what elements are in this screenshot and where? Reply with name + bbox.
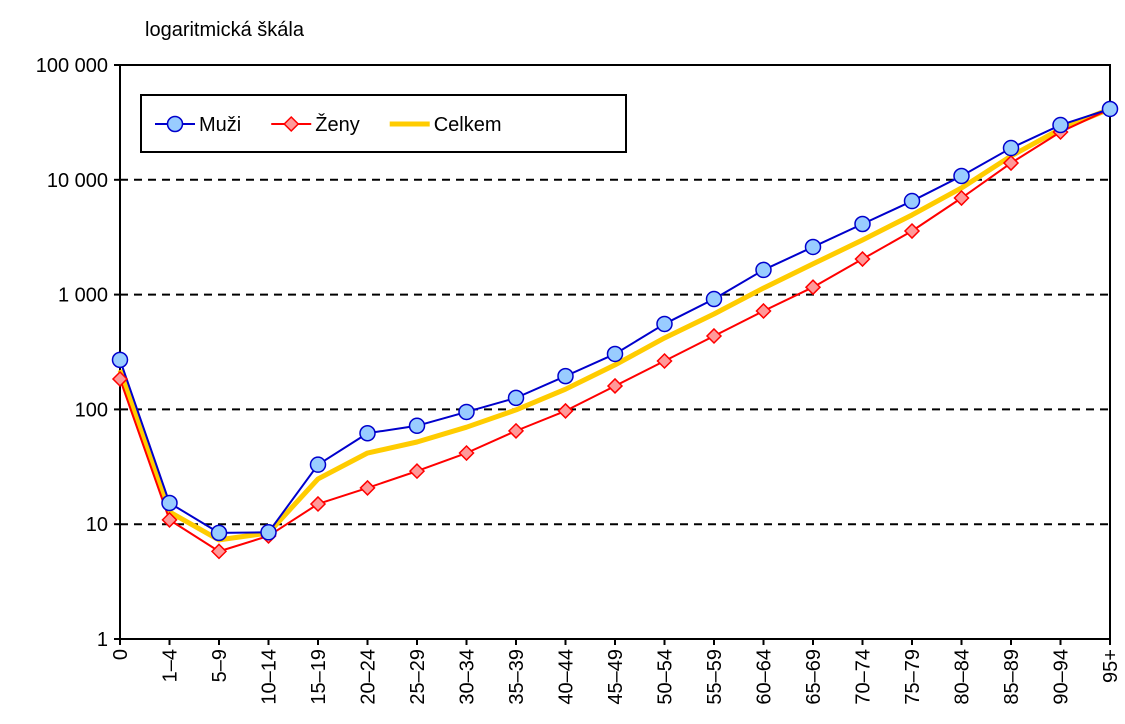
marker — [557, 367, 574, 385]
marker — [408, 463, 426, 480]
y-tick-label: 10 — [86, 514, 108, 536]
marker — [111, 370, 129, 388]
marker — [1052, 116, 1069, 134]
x-tick-label: 10–14 — [259, 649, 281, 705]
marker — [507, 389, 525, 407]
x-tick-label: 20–24 — [358, 649, 380, 705]
marker — [804, 279, 822, 296]
marker — [111, 351, 129, 369]
marker — [755, 302, 772, 320]
marker — [260, 524, 277, 541]
x-tick-label: 25–29 — [407, 649, 429, 705]
legend-box — [140, 94, 627, 153]
marker — [161, 494, 178, 512]
x-tick-label: 90–94 — [1051, 649, 1073, 705]
legend-label: Muži — [199, 114, 241, 136]
x-tick-label: 45–49 — [605, 649, 627, 705]
marker — [458, 444, 475, 462]
annotation: logaritmická škála — [145, 19, 305, 41]
marker — [359, 424, 376, 442]
marker — [458, 403, 475, 421]
y-tick-label: 100 — [75, 399, 108, 421]
legend: Muži Ženy Celkem — [140, 94, 627, 153]
marker — [1002, 154, 1020, 172]
marker — [854, 215, 871, 233]
y-tick-label: 1 000 — [58, 285, 108, 307]
series-line — [117, 106, 1111, 543]
x-tick-label: 35–39 — [506, 649, 528, 705]
marker — [283, 115, 300, 133]
x-tick-label: 15–19 — [308, 649, 330, 705]
x-tick-label: 1–4 — [160, 649, 182, 682]
marker — [309, 456, 327, 473]
marker — [606, 377, 624, 395]
marker — [507, 422, 525, 439]
x-tick-label: 40–44 — [556, 649, 578, 705]
x-tick-label: 55–59 — [704, 649, 726, 705]
legend-label: Celkem — [434, 114, 502, 136]
marker — [210, 524, 228, 542]
marker — [309, 495, 327, 513]
x-tick-label: 30–34 — [457, 649, 479, 705]
marker — [903, 192, 921, 210]
x-tick-label: 95+ — [1100, 649, 1122, 683]
marker — [755, 261, 772, 279]
marker — [606, 345, 624, 363]
marker — [161, 511, 178, 528]
x-tick-label: 5–9 — [209, 649, 231, 682]
marker — [557, 402, 574, 419]
marker — [408, 417, 426, 435]
marker — [804, 238, 822, 256]
x-tick-label: 70–74 — [853, 649, 875, 705]
x-tick-label: 65–69 — [803, 649, 825, 705]
x-tick-label: 50–54 — [655, 649, 677, 705]
y-tick-label: 1 — [97, 629, 108, 651]
marker — [1002, 139, 1020, 157]
marker — [705, 290, 723, 308]
marker — [166, 115, 184, 133]
marker — [705, 327, 723, 345]
marker — [1101, 100, 1119, 118]
marker — [953, 167, 970, 185]
x-tick-label: 80–84 — [952, 649, 974, 705]
x-tick-label: 60–64 — [754, 649, 776, 705]
marker — [903, 222, 921, 240]
marker — [854, 250, 871, 268]
marker — [953, 189, 970, 207]
x-tick-label: 0 — [110, 649, 132, 660]
marker — [656, 315, 673, 333]
marker — [359, 479, 376, 496]
x-tick-label: 85–89 — [1001, 649, 1023, 705]
y-tick-label: 10 000 — [47, 170, 108, 192]
x-tick-label: 75–79 — [902, 649, 924, 705]
marker — [210, 543, 228, 560]
legend-label: Ženy — [315, 113, 359, 136]
y-tick-label: 100 000 — [36, 55, 108, 77]
marker — [656, 352, 673, 370]
